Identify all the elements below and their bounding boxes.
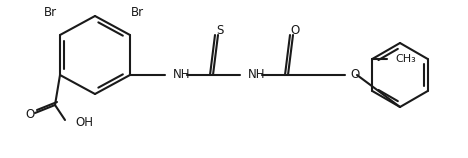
Text: O: O [350, 69, 359, 82]
Text: NH: NH [248, 69, 265, 82]
Text: O: O [290, 24, 300, 36]
Text: CH₃: CH₃ [395, 54, 416, 64]
Text: Br: Br [44, 6, 57, 18]
Text: NH: NH [173, 69, 190, 82]
Text: O: O [25, 109, 35, 122]
Text: OH: OH [75, 115, 93, 128]
Text: S: S [216, 24, 224, 36]
Text: Br: Br [131, 6, 144, 18]
